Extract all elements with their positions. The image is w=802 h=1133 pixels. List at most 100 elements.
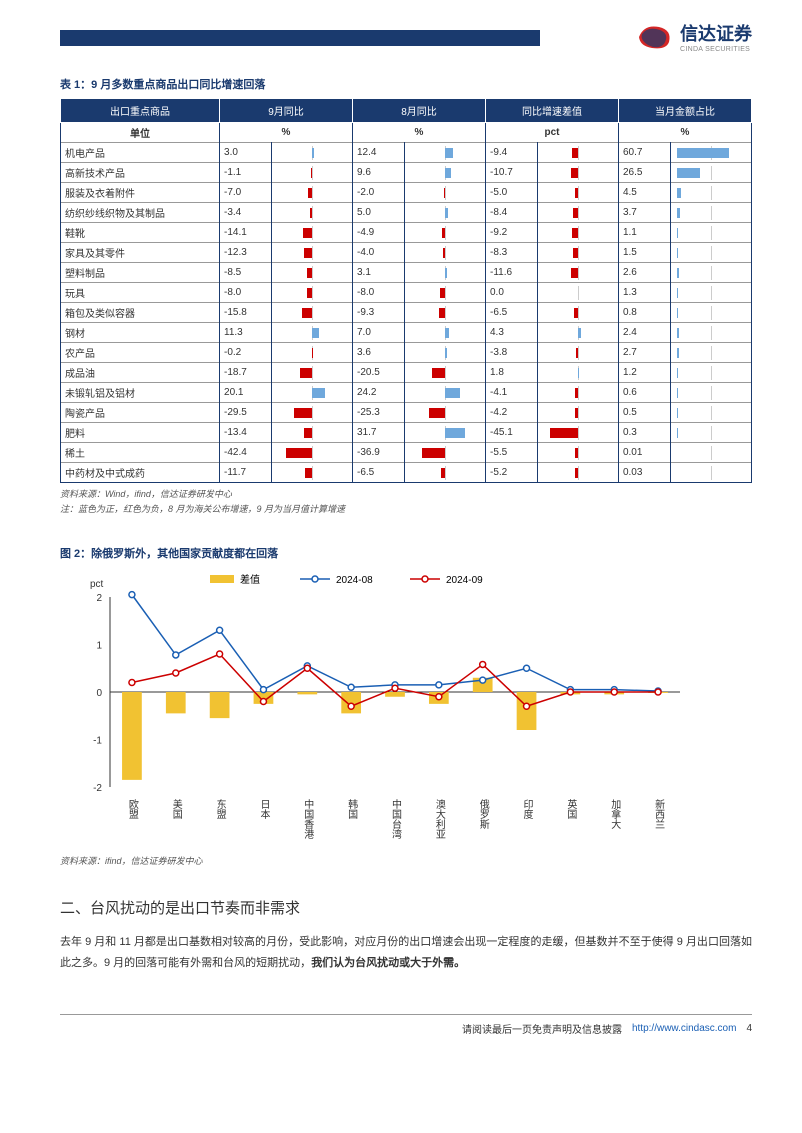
value-cell: 1.1	[618, 223, 670, 243]
value-cell: 0.03	[618, 463, 670, 483]
value-cell: -20.5	[353, 363, 405, 383]
value-cell: -4.1	[485, 383, 537, 403]
table-row: 箱包及类似容器-15.8-9.3-6.50.8	[61, 303, 752, 323]
value-cell: 0.8	[618, 303, 670, 323]
row-name: 高新技术产品	[61, 163, 220, 183]
bar-cell	[671, 183, 752, 203]
bar-cell	[405, 343, 486, 363]
value-cell: -6.5	[353, 463, 405, 483]
body-text-bold: 我们认为台风扰动或大于外需。	[311, 957, 465, 969]
value-cell: -11.6	[485, 263, 537, 283]
value-cell: -8.0	[353, 283, 405, 303]
bar-cell	[272, 263, 353, 283]
table-row: 服装及衣着附件-7.0-2.0-5.04.5	[61, 183, 752, 203]
unit-cell: %	[618, 123, 751, 143]
value-cell: 20.1	[220, 383, 272, 403]
row-name: 家具及其零件	[61, 243, 220, 263]
page-number: 4	[746, 1023, 752, 1034]
table-row: 鞋靴-14.1-4.9-9.21.1	[61, 223, 752, 243]
value-cell: 0.6	[618, 383, 670, 403]
table-row: 玩具-8.0-8.00.01.3	[61, 283, 752, 303]
table-row: 农产品-0.23.6-3.82.7	[61, 343, 752, 363]
svg-text:欧盟: 欧盟	[126, 799, 138, 819]
value-cell: 9.6	[353, 163, 405, 183]
page-footer: 请阅读最后一页免责声明及信息披露 http://www.cindasc.com …	[60, 1014, 752, 1036]
table-row: 肥料-13.431.7-45.10.3	[61, 423, 752, 443]
row-name: 机电产品	[61, 143, 220, 163]
value-cell: -15.8	[220, 303, 272, 323]
table-row: 中药材及中式成药-11.7-6.5-5.20.03	[61, 463, 752, 483]
value-cell: -29.5	[220, 403, 272, 423]
value-cell: 1.3	[618, 283, 670, 303]
bar-cell	[272, 143, 353, 163]
bar-cell	[272, 223, 353, 243]
value-cell: -11.7	[220, 463, 272, 483]
bar-cell	[405, 323, 486, 343]
row-name: 未锻轧铝及铝材	[61, 383, 220, 403]
brand-name-en: CINDA SECURITIES	[680, 46, 752, 53]
bar-cell	[405, 263, 486, 283]
bar-cell	[538, 183, 619, 203]
value-cell: 31.7	[353, 423, 405, 443]
bar-cell	[272, 463, 353, 483]
value-cell: 5.0	[353, 203, 405, 223]
value-cell: 3.6	[353, 343, 405, 363]
svg-text:英国: 英国	[565, 798, 577, 820]
value-cell: -5.2	[485, 463, 537, 483]
value-cell: -7.0	[220, 183, 272, 203]
bar-cell	[405, 303, 486, 323]
bar-cell	[538, 423, 619, 443]
value-cell: -13.4	[220, 423, 272, 443]
bar-cell	[272, 163, 353, 183]
bar-cell	[405, 183, 486, 203]
bar-cell	[671, 303, 752, 323]
table-note: 注：蓝色为正，红色为负，8 月为海关公布增速，9 月为当月值计算增速	[60, 502, 752, 515]
row-name: 纺织纱线织物及其制品	[61, 203, 220, 223]
bar-cell	[405, 403, 486, 423]
header-bar	[60, 30, 540, 46]
bar-cell	[405, 383, 486, 403]
bar-cell	[272, 303, 353, 323]
bar-cell	[405, 463, 486, 483]
value-cell: -8.3	[485, 243, 537, 263]
value-cell: 1.2	[618, 363, 670, 383]
table-row: 陶瓷产品-29.5-25.3-4.20.5	[61, 403, 752, 423]
bar-cell	[538, 443, 619, 463]
value-cell: 2.4	[618, 323, 670, 343]
row-name: 成品油	[61, 363, 220, 383]
bar-cell	[272, 443, 353, 463]
chart-caption: 图 2：除俄罗斯外，其他国家贡献度都在回落	[60, 545, 752, 561]
bar-cell	[405, 283, 486, 303]
row-name: 肥料	[61, 423, 220, 443]
logo-swirl-icon	[634, 22, 674, 52]
value-cell: -9.3	[353, 303, 405, 323]
svg-text:0: 0	[96, 688, 102, 699]
footer-link[interactable]: http://www.cindasc.com	[632, 1023, 736, 1034]
svg-text:-2: -2	[93, 783, 102, 794]
table-header: 8月同比	[353, 99, 486, 123]
value-cell: 3.7	[618, 203, 670, 223]
table-row: 稀土-42.4-36.9-5.50.01	[61, 443, 752, 463]
value-cell: 0.01	[618, 443, 670, 463]
row-name: 鞋靴	[61, 223, 220, 243]
table-caption: 表 1：9 月多数重点商品出口同比增速回落	[60, 76, 752, 92]
value-cell: -5.0	[485, 183, 537, 203]
table-header: 9月同比	[220, 99, 353, 123]
table-row: 高新技术产品-1.19.6-10.726.5	[61, 163, 752, 183]
value-cell: -42.4	[220, 443, 272, 463]
bar-cell	[538, 363, 619, 383]
svg-text:澳大利亚: 澳大利亚	[433, 798, 445, 839]
bar-cell	[538, 223, 619, 243]
bar-cell	[671, 223, 752, 243]
value-cell: 2.6	[618, 263, 670, 283]
bar-cell	[538, 343, 619, 363]
bar-cell	[671, 243, 752, 263]
bar-cell	[405, 163, 486, 183]
row-name: 玩具	[61, 283, 220, 303]
table-row: 成品油-18.7-20.51.81.2	[61, 363, 752, 383]
bar-cell	[538, 163, 619, 183]
table-row: 机电产品3.012.4-9.460.7	[61, 143, 752, 163]
bar-cell	[538, 383, 619, 403]
value-cell: -8.4	[485, 203, 537, 223]
value-cell: 3.1	[353, 263, 405, 283]
